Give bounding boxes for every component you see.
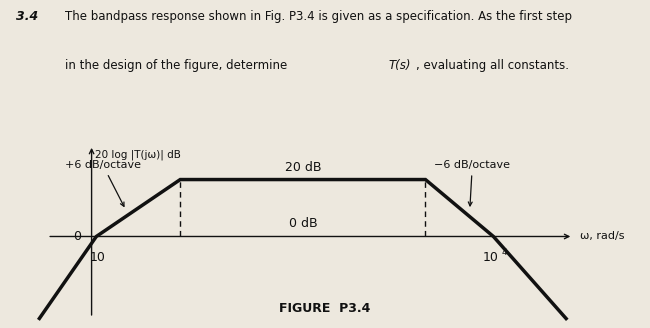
Text: 3.4: 3.4	[16, 10, 38, 24]
Text: ω, rad/s: ω, rad/s	[580, 232, 625, 241]
Text: The bandpass response shown in Fig. P3.4 is given as a specification. As the fir: The bandpass response shown in Fig. P3.4…	[65, 10, 572, 24]
Text: +6 dB/octave: +6 dB/octave	[65, 160, 141, 206]
Text: T(s): T(s)	[389, 59, 411, 72]
Text: 10: 10	[482, 251, 499, 264]
Text: 20 log |T(jω)| dB: 20 log |T(jω)| dB	[94, 149, 181, 159]
Text: in the design of the figure, determine: in the design of the figure, determine	[65, 59, 291, 72]
Text: 0: 0	[73, 230, 81, 243]
Text: 20 dB: 20 dB	[285, 161, 321, 174]
Text: 4: 4	[501, 248, 507, 257]
Text: 10: 10	[90, 251, 106, 264]
Text: FIGURE  P3.4: FIGURE P3.4	[280, 302, 370, 315]
Text: −6 dB/octave: −6 dB/octave	[434, 160, 510, 206]
Text: 0 dB: 0 dB	[289, 217, 317, 230]
Text: , evaluating all constants.: , evaluating all constants.	[416, 59, 569, 72]
